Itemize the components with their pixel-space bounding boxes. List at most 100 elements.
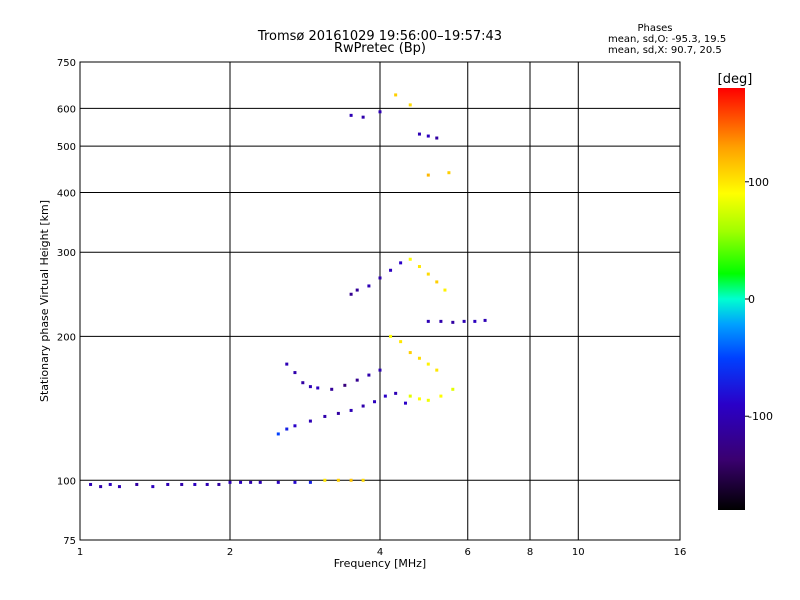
data-point-s2-8: [367, 373, 371, 377]
data-point-s3-5: [399, 261, 403, 265]
data-point-s0-2: [108, 482, 112, 486]
x-tick-label-6: 16: [674, 547, 687, 558]
data-point-s4-3: [462, 319, 466, 323]
data-point-s1-3: [308, 419, 312, 423]
data-point-s1-5: [336, 411, 340, 415]
y-tick-label-6: 600: [57, 104, 76, 115]
x-ticks: 1 2 4 6 8 10 16: [77, 547, 687, 558]
data-point-s3-19: [426, 398, 430, 402]
chart-title: Tromsø 20161029 19:56:00–19:57:43: [257, 29, 502, 44]
y-tick-label-5: 500: [57, 142, 76, 153]
data-point-s1-10: [394, 391, 398, 395]
data-point-s5-1: [361, 115, 365, 119]
data-point-s0-7: [180, 482, 184, 486]
data-point-s0-9: [205, 482, 209, 486]
y-axis-label: Stationary phase Virtual Height [km]: [38, 200, 51, 402]
data-point-s0-1: [99, 485, 103, 489]
legend-line-o: mean, sd,O: -95.3, 19.5: [608, 34, 726, 45]
data-point-s5-5: [417, 132, 421, 136]
data-point-s5-3: [394, 93, 398, 97]
colorbar: [718, 88, 745, 510]
data-point-s5-0: [349, 113, 353, 117]
data-point-s0-14: [258, 480, 262, 484]
y-ticks: 75 100 200 300 400 500 600 750: [57, 58, 76, 547]
data-point-s0-13: [249, 480, 253, 484]
data-point-s3-18: [417, 397, 421, 401]
x-axis-label: Frequency [MHz]: [334, 557, 426, 570]
colorbar-ticks: 100 0 -100: [745, 176, 773, 423]
data-point-s0-10: [217, 482, 221, 486]
data-point-s4-2: [451, 320, 455, 324]
data-point-s5-8: [426, 173, 430, 177]
data-point-s3-15: [426, 362, 430, 366]
colorbar-tick-label-2: -100: [748, 410, 773, 423]
data-point-s3-9: [435, 280, 439, 284]
data-point-s1-6: [349, 408, 353, 412]
data-point-s3-21: [451, 387, 455, 391]
data-point-s0-11: [228, 480, 232, 484]
data-point-s2-6: [343, 383, 347, 387]
data-point-s3-16: [435, 368, 439, 372]
data-point-s3-20: [439, 394, 443, 398]
data-point-s0-16: [293, 480, 297, 484]
data-point-s2-2: [301, 381, 305, 385]
data-point-s3-17: [408, 394, 412, 398]
data-point-s3-2: [367, 284, 371, 288]
data-point-s0-6: [166, 482, 170, 486]
colorbar-tick-label-0: 100: [748, 176, 769, 189]
x-tick-label-0: 1: [77, 547, 83, 558]
y-tick-label-4: 400: [57, 188, 76, 199]
data-point-s1-7: [361, 404, 365, 408]
data-point-s2-7: [355, 378, 359, 382]
data-point-s1-0: [276, 432, 280, 436]
grid: [80, 62, 680, 540]
data-point-s0-8: [193, 482, 197, 486]
data-point-s0-18: [323, 478, 327, 482]
chart-subtitle: RwPretec (Bp): [334, 41, 426, 56]
data-point-s2-9: [378, 368, 382, 372]
data-point-s2-3: [308, 385, 312, 389]
data-points: [89, 93, 487, 489]
data-point-s0-5: [151, 485, 155, 489]
data-point-s4-1: [439, 319, 443, 323]
data-point-s3-14: [417, 356, 421, 360]
data-point-s3-12: [399, 340, 403, 344]
data-point-s4-0: [426, 319, 430, 323]
data-point-s5-9: [447, 171, 451, 175]
x-tick-label-1: 2: [227, 547, 233, 558]
x-tick-label-4: 8: [527, 547, 533, 558]
data-point-s1-11: [403, 401, 407, 405]
data-point-s0-12: [239, 480, 243, 484]
x-tick-label-3: 6: [465, 547, 471, 558]
data-point-s1-4: [323, 414, 327, 418]
data-point-s3-8: [426, 272, 430, 276]
colorbar-tick-label-1: 0: [748, 293, 755, 306]
colorbar-label: [deg]: [718, 72, 753, 87]
data-point-s3-0: [349, 292, 353, 296]
data-point-s2-4: [316, 386, 320, 390]
x-tick-label-2: 4: [377, 547, 383, 558]
data-point-s0-17: [308, 480, 312, 484]
data-point-s1-1: [285, 427, 289, 431]
data-point-s4-5: [483, 318, 487, 322]
data-point-s2-0: [285, 362, 289, 366]
data-point-s3-10: [443, 288, 447, 292]
y-tick-label-1: 100: [57, 476, 76, 487]
data-point-s3-11: [389, 334, 393, 338]
data-point-s3-7: [417, 265, 421, 269]
data-point-s5-7: [435, 136, 439, 140]
data-point-s0-21: [361, 478, 365, 482]
data-point-s5-6: [426, 134, 430, 138]
y-tick-label-3: 300: [57, 248, 76, 259]
data-point-s3-13: [408, 351, 412, 355]
plot-frame: [79, 61, 681, 541]
data-point-s2-5: [330, 387, 334, 391]
data-point-s1-9: [383, 394, 387, 398]
data-point-s4-4: [473, 319, 477, 323]
legend-title: Phases: [637, 23, 672, 34]
data-point-s2-1: [293, 371, 297, 375]
y-tick-label-7: 750: [57, 58, 76, 69]
data-point-s5-2: [378, 110, 382, 114]
y-tick-label-0: 75: [63, 536, 76, 547]
